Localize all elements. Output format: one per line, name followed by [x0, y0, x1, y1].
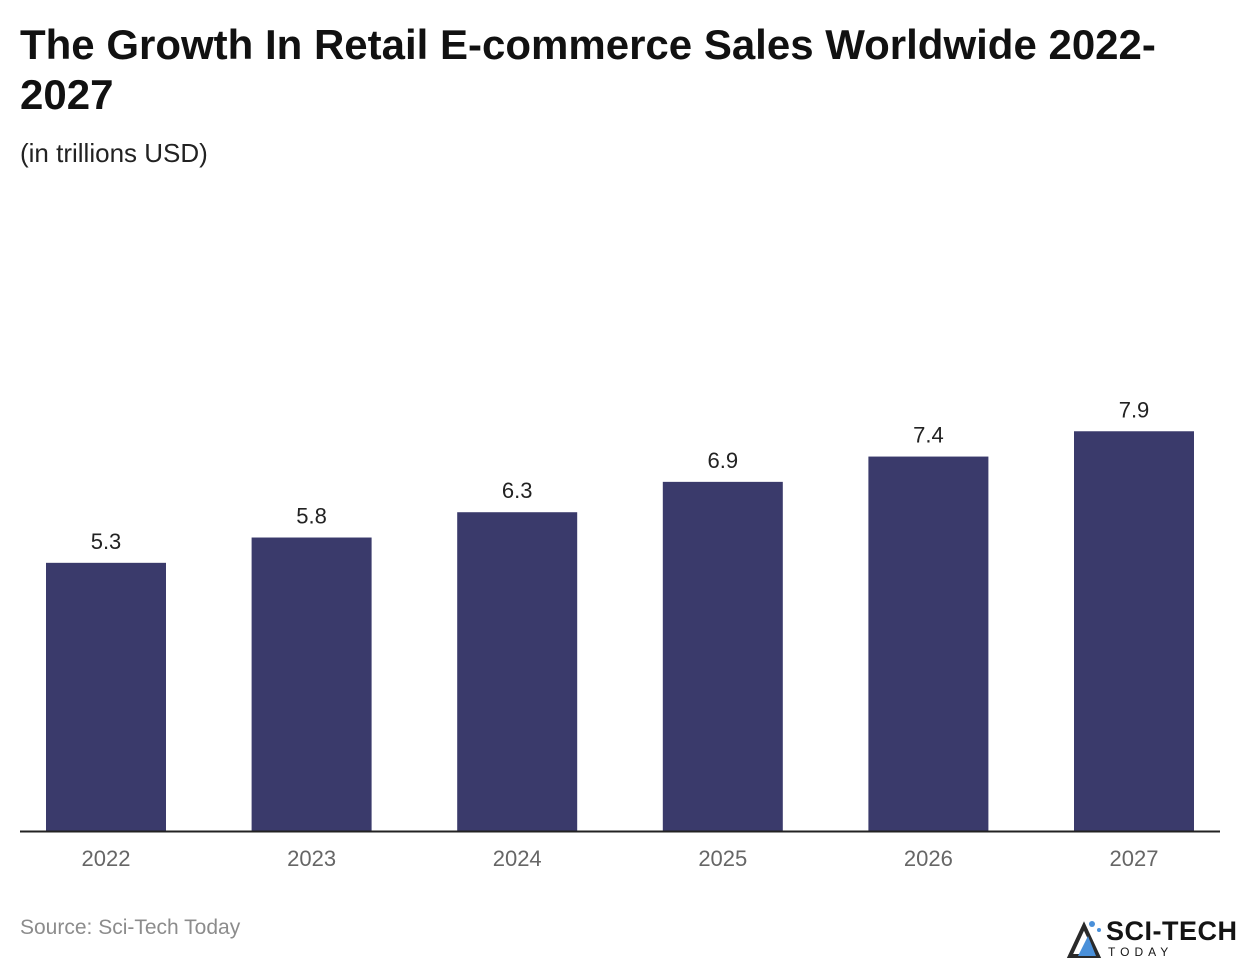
- sci-tech-logo: SCI-TECH TODAY: [1066, 914, 1240, 962]
- x-tick-label-2027: 2027: [1110, 846, 1159, 871]
- logo-subtext: TODAY: [1108, 945, 1174, 959]
- x-tick-label-2022: 2022: [82, 846, 131, 871]
- logo-name: SCI-TECH: [1106, 916, 1238, 946]
- bar-2025: [662, 481, 783, 831]
- x-tick-label-2025: 2025: [698, 846, 747, 871]
- bar-2023: [251, 537, 372, 831]
- bar-2024: [457, 512, 578, 831]
- x-tick-label-2023: 2023: [287, 846, 336, 871]
- x-tick-label-2024: 2024: [493, 846, 542, 871]
- data-label-2024: 6.3: [502, 478, 533, 503]
- sci-tech-logo-icon: [1066, 921, 1102, 958]
- data-label-2025: 6.9: [708, 448, 739, 473]
- chart-subtitle: (in trillions USD): [20, 138, 208, 168]
- bar-2026: [868, 456, 989, 831]
- chart-title: The Growth In Retail E-commerce Sales Wo…: [20, 21, 1156, 118]
- data-label-2026: 7.4: [913, 423, 944, 448]
- bar-2027: [1074, 431, 1194, 831]
- data-label-2022: 5.3: [91, 529, 122, 554]
- data-label-2023: 5.8: [296, 504, 327, 529]
- source-note: Source: Sci-Tech Today: [20, 916, 241, 939]
- bar-2022: [46, 562, 166, 831]
- data-label-2027: 7.9: [1119, 397, 1150, 422]
- bar-chart: 5.3 2022 5.8 2023 6.3 2024 6.9 2025 7.4 2026 7.9 20…: [20, 397, 1220, 871]
- x-tick-label-2026: 2026: [904, 846, 953, 871]
